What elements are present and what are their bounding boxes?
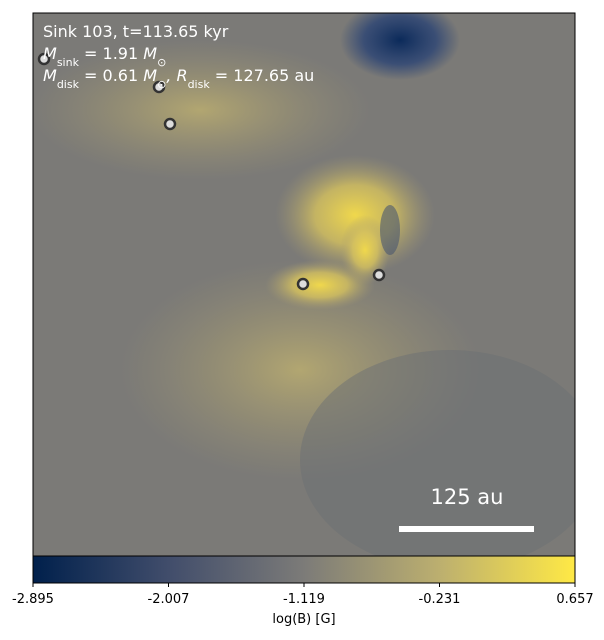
sink xyxy=(37,52,51,66)
subscript: ⊙ xyxy=(157,78,166,91)
colorbar-label: log(B) [G] xyxy=(272,612,335,627)
annotation-text: M xyxy=(43,44,57,63)
annotation-text: R xyxy=(176,66,187,85)
annotation-text: M xyxy=(143,44,157,63)
sink xyxy=(296,277,310,291)
annotation-text: M xyxy=(143,66,157,85)
tick-label: -0.231 xyxy=(419,592,461,607)
sink xyxy=(152,80,166,94)
tick-label: -1.119 xyxy=(283,592,325,607)
annotation-text: , xyxy=(166,66,176,85)
subscript: disk xyxy=(57,78,80,91)
annotation-text: = 127.65 au xyxy=(210,66,315,85)
subscript: ⊙ xyxy=(157,56,166,69)
subscript: sink xyxy=(57,56,80,69)
annotation-text: = 0.61 xyxy=(79,66,143,85)
field-image xyxy=(33,13,575,556)
tick-label: -2.007 xyxy=(148,592,190,607)
annotation-text: M xyxy=(43,66,57,85)
tick-label: -2.895 xyxy=(12,592,54,607)
sink xyxy=(163,117,177,131)
annotation: Mdisk = 0.61 M⊙, Rdisk = 127.65 au xyxy=(43,66,314,91)
annotation-text: Sink 103, t=113.65 kyr xyxy=(43,22,229,41)
scale-bar-label: 125 au xyxy=(431,485,504,509)
scale-bar xyxy=(399,526,534,532)
annotation: Msink = 1.91 M⊙ xyxy=(43,44,166,69)
colorbar xyxy=(32,555,576,584)
tick-label: 0.657 xyxy=(556,592,593,607)
annotation: Sink 103, t=113.65 kyr xyxy=(43,22,229,41)
subscript: disk xyxy=(188,78,211,91)
annotation-text: = 1.91 xyxy=(79,44,143,63)
sink xyxy=(372,268,386,282)
sinks xyxy=(37,52,386,291)
